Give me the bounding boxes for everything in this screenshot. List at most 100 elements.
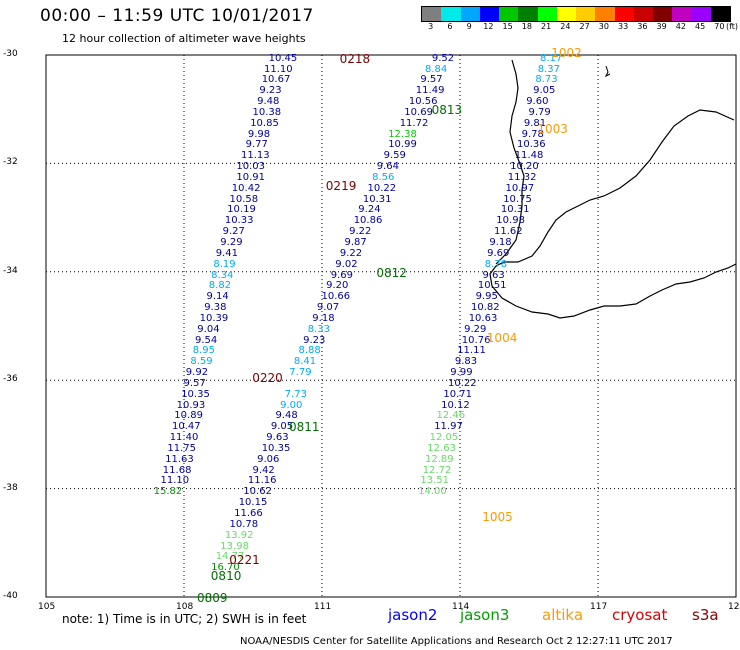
wave-height-value: 10.76	[461, 334, 491, 346]
page-title: 00:00 – 11:59 UTC 10/01/2017	[40, 6, 314, 26]
pass-time-label: 0219	[325, 179, 357, 194]
wave-height-value: 11.13	[241, 150, 270, 162]
y-tick-label: -30	[3, 49, 18, 59]
wave-height-value: 10.89	[174, 410, 203, 422]
wave-height-value: 9.22	[349, 226, 372, 238]
pass-time-label: 0809	[197, 591, 228, 605]
wave-height-value: 8.84	[425, 63, 448, 75]
wave-height-value: 9.06	[257, 453, 280, 465]
wave-height-value: 9.92	[185, 367, 209, 379]
satellite-legend-s3a: s3a	[692, 606, 719, 624]
wave-height-value: 9.02	[335, 258, 358, 270]
coastline-north	[495, 59, 525, 265]
colorbar-label: 12	[483, 22, 494, 31]
satellite-legend-cryosat: cryosat	[612, 606, 668, 624]
wave-height-value: 12.89	[425, 453, 454, 465]
wave-height-value: 10.22	[367, 182, 397, 194]
wave-height-value: 8.73	[535, 74, 558, 86]
x-tick-label: 117	[590, 602, 608, 612]
colorbar-swatch	[460, 7, 480, 21]
pass-time-label: 1002	[551, 46, 582, 61]
wave-height-value: 8.17	[540, 52, 563, 64]
satellite-legend-altika: altika	[542, 606, 584, 624]
colorbar-label: 9	[466, 22, 472, 31]
wave-height-value: 10.22	[448, 377, 477, 389]
wave-height-value: 9.29	[464, 323, 487, 335]
wave-height-value: 10.12	[441, 399, 470, 411]
wave-height-value: 10.31	[362, 193, 392, 205]
wave-height-value: 14.77	[215, 551, 245, 563]
x-tick-label: 111	[314, 602, 332, 612]
wave-height-value: 12.05	[429, 432, 459, 444]
wave-height-value: 10.39	[199, 312, 229, 324]
y-tick-label: -32	[3, 157, 18, 168]
legend-note: note: 1) Time is in UTC; 2) SWH is in fe…	[62, 612, 307, 626]
colorbar-label: 21	[541, 22, 552, 31]
wave-height-value: 10.69	[404, 106, 433, 118]
wave-height-value: 9.05	[270, 421, 294, 433]
wave-height-value: 16.70	[211, 562, 240, 574]
gridlines	[46, 55, 736, 597]
colorbar-label: 70	[714, 22, 725, 31]
wave-height-value: 9.77	[245, 139, 268, 151]
wave-height-value: 10.62	[243, 486, 272, 498]
wave-height-value: 9.52	[431, 52, 455, 64]
wave-height-value: 13.51	[420, 475, 450, 487]
wave-height-value: 9.42	[252, 464, 275, 476]
wave-height-value: 9.63	[482, 269, 505, 281]
wave-height-value: 10.36	[517, 139, 546, 151]
wave-height-value: 10.82	[471, 302, 500, 314]
wave-height-value: 11.32	[507, 171, 537, 183]
colorbar-label: (ft)	[725, 22, 739, 31]
colorbar-swatch	[691, 7, 711, 21]
colorbar-label: 39	[656, 22, 667, 31]
pass-time-label: 1003	[537, 122, 568, 137]
wave-height-value: 11.10	[160, 475, 190, 487]
wave-height-value: 9.29	[220, 236, 243, 248]
colorbar-label: 18	[521, 22, 532, 31]
wave-height-value: 10.85	[250, 117, 279, 129]
wave-height-value: 12.63	[427, 442, 456, 454]
wave-height-value: 11.11	[457, 345, 486, 357]
wave-height-value: 11.97	[434, 421, 463, 433]
wave-height-value: 9.05	[533, 85, 556, 97]
colorbar-label: 27	[579, 22, 590, 31]
y-tick-label: -38	[3, 482, 18, 493]
wave-height-value: 11.63	[165, 453, 194, 465]
wave-height-value: 13.98	[220, 540, 249, 552]
x-tick-label: 120	[728, 602, 740, 612]
wave-height-value: 8.88	[298, 345, 321, 357]
wave-height-value: 9.81	[523, 117, 547, 129]
wave-height-value: 8.78	[484, 258, 508, 270]
colorbar-swatch	[499, 7, 519, 21]
wave-height-value: 9.24	[358, 204, 381, 216]
colorbar-label: 45	[695, 22, 706, 31]
wave-height-value: 9.38	[204, 302, 227, 314]
wave-height-value: 9.59	[383, 150, 406, 162]
map-frame	[45, 54, 737, 598]
wave-height-value: 8.56	[372, 171, 395, 183]
colorbar	[421, 6, 731, 22]
wave-height-value: 9.69	[487, 247, 510, 259]
wave-height-value: 11.16	[247, 475, 277, 487]
y-tick-label: -40	[3, 591, 18, 601]
wave-height-value: 10.78	[229, 518, 259, 530]
wave-height-value: 11.66	[234, 507, 263, 519]
satellite-legend-jason3: jason3	[460, 606, 510, 624]
wave-height-value: 10.66	[321, 291, 351, 303]
wave-height-value: 8.19	[213, 258, 236, 270]
wave-height-value: 9.22	[339, 247, 363, 259]
wave-height-value: 10.45	[268, 52, 298, 64]
wave-height-value: 10.35	[261, 442, 291, 454]
wave-height-value: 11.68	[162, 464, 192, 476]
wave-height-value: 9.41	[215, 247, 238, 259]
wave-height-value: 10.63	[468, 312, 498, 324]
wave-height-value: 11.75	[167, 442, 197, 454]
wave-height-value: 8.33	[307, 323, 330, 335]
colorbar-swatch	[710, 7, 730, 21]
wave-height-value: 10.99	[388, 139, 417, 151]
pass-time-label: 0812	[376, 265, 407, 280]
wave-height-value: 9.98	[247, 128, 271, 140]
wave-height-value: 10.97	[505, 182, 535, 194]
colorbar-label: 33	[618, 22, 629, 31]
